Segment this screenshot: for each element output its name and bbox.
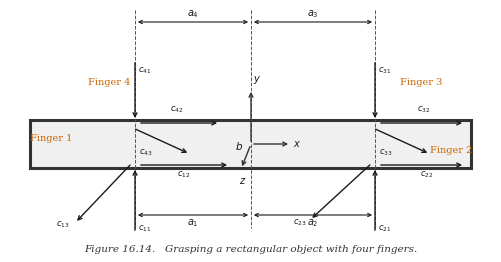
Text: $a_1$: $a_1$ xyxy=(187,217,199,229)
Text: $c_{33}$: $c_{33}$ xyxy=(379,148,393,159)
Text: $c_{13}$: $c_{13}$ xyxy=(56,220,70,231)
Text: Figure 16.14.   Grasping a rectangular object with four fingers.: Figure 16.14. Grasping a rectangular obj… xyxy=(84,245,417,254)
Text: $c_{21}$: $c_{21}$ xyxy=(378,223,391,233)
Text: $a_4$: $a_4$ xyxy=(187,8,199,20)
Text: Finger 4: Finger 4 xyxy=(88,78,130,87)
Text: $c_{32}$: $c_{32}$ xyxy=(417,105,430,115)
Text: $c_{41}$: $c_{41}$ xyxy=(138,65,151,75)
Text: $a_2$: $a_2$ xyxy=(307,217,319,229)
Text: $y$: $y$ xyxy=(253,74,261,86)
Text: $c_{12}$: $c_{12}$ xyxy=(177,170,190,181)
Text: $z$: $z$ xyxy=(239,176,246,186)
Text: Finger 3: Finger 3 xyxy=(400,78,442,87)
Text: $c_{22}$: $c_{22}$ xyxy=(420,170,433,181)
Text: $c_{43}$: $c_{43}$ xyxy=(139,148,153,159)
Text: $c_{31}$: $c_{31}$ xyxy=(378,65,391,75)
Text: $c_{11}$: $c_{11}$ xyxy=(138,223,151,233)
Text: $b$: $b$ xyxy=(235,140,243,152)
Text: $a_3$: $a_3$ xyxy=(307,8,319,20)
Text: Finger 1: Finger 1 xyxy=(30,134,72,143)
Bar xyxy=(30,120,471,168)
Text: Finger 2: Finger 2 xyxy=(430,146,472,155)
Text: $x$: $x$ xyxy=(293,139,301,149)
Text: $c_{42}$: $c_{42}$ xyxy=(170,105,183,115)
Text: $c_{23}$: $c_{23}$ xyxy=(294,218,307,228)
